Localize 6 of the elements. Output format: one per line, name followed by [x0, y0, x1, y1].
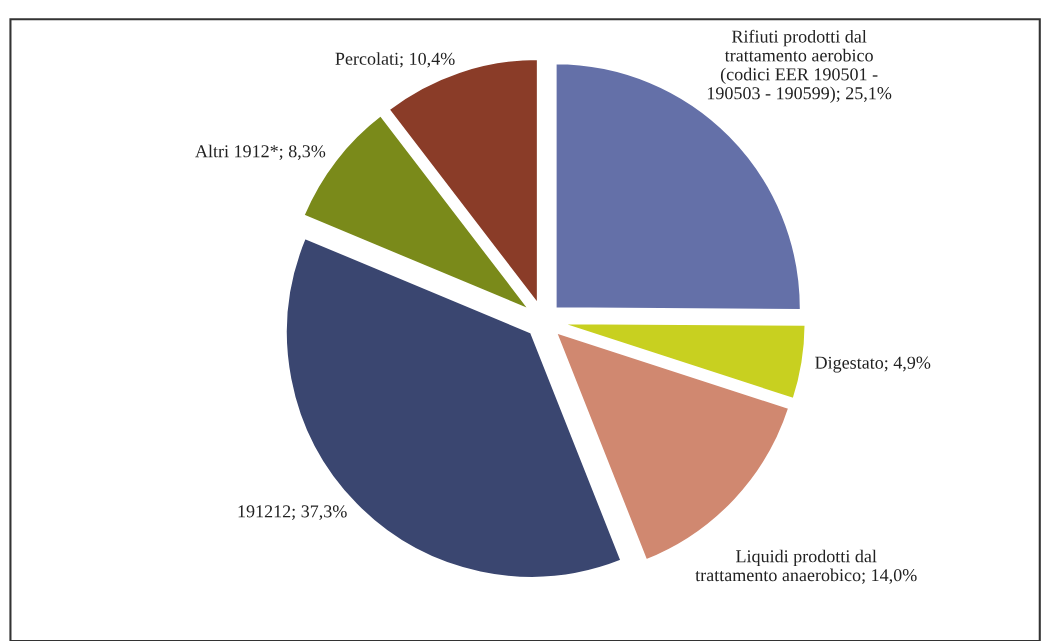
slice-label: Liquidi prodotti dal trattamento anaerobico; 14,0% [695, 549, 917, 584]
slice-label: Rifiuti prodotti dal trattamento aerobico (codici EER 190501 - 190503 - 190599); 25,1% [707, 29, 892, 103]
slice-label: Altri 1912*; 8,3% [195, 144, 326, 160]
slice-label: Percolati; 10,4% [335, 52, 455, 68]
slice-label: 191212; 37,3% [238, 505, 347, 521]
slice-label: Digestato; 4,9% [815, 356, 931, 373]
